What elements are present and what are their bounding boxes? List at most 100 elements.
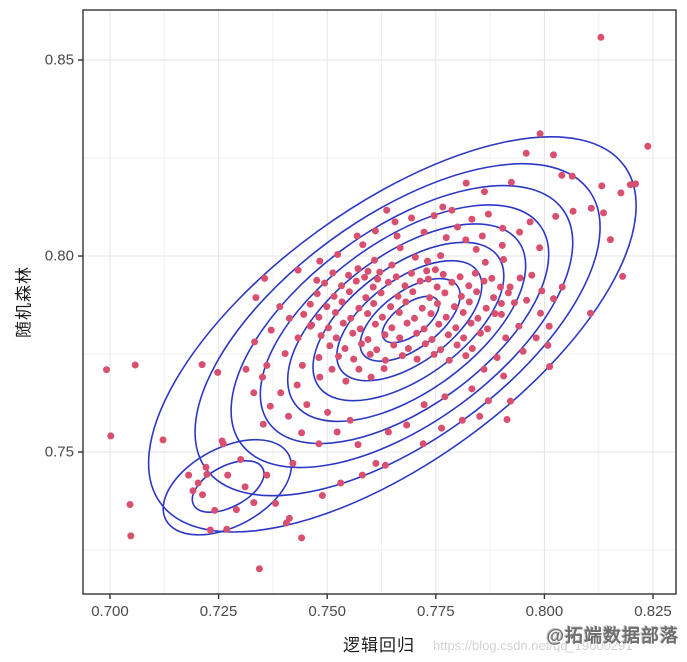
panel-border (82, 9, 677, 595)
data-point (480, 365, 488, 373)
data-point (465, 298, 473, 306)
data-point (242, 365, 250, 373)
data-point (359, 241, 367, 249)
data-point (526, 218, 534, 226)
data-point (321, 279, 329, 287)
data-point (550, 151, 557, 159)
data-point (369, 283, 377, 291)
data-point (416, 277, 424, 285)
data-point (364, 310, 372, 318)
data-point (127, 532, 135, 540)
data-point (185, 471, 193, 479)
data-point (468, 385, 476, 393)
data-point (504, 289, 512, 297)
data-point (378, 313, 386, 321)
data-point (600, 209, 607, 217)
data-point (516, 274, 524, 282)
data-point (237, 456, 245, 463)
data-point (131, 361, 139, 369)
data-point (277, 389, 285, 397)
data-point (442, 234, 450, 242)
data-point (328, 365, 336, 373)
data-point (424, 275, 432, 283)
data-point (438, 424, 445, 432)
data-point (409, 288, 417, 296)
data-point (519, 347, 527, 355)
data-point (419, 440, 427, 448)
data-point (403, 421, 411, 429)
data-point (537, 309, 544, 317)
x-tick-label: 0.750 (308, 603, 346, 620)
data-point (569, 207, 577, 215)
data-point (474, 314, 482, 322)
data-point (285, 314, 293, 322)
data-point (384, 428, 392, 436)
data-point (454, 223, 461, 231)
data-point (491, 310, 499, 318)
data-point (481, 258, 489, 266)
data-point (203, 470, 211, 478)
x-tick-label: 0.800 (525, 603, 564, 620)
data-point (411, 253, 419, 261)
data-point (323, 303, 331, 311)
data-point (398, 352, 406, 360)
data-point (252, 294, 260, 302)
data-point (316, 257, 324, 265)
data-point (587, 309, 594, 317)
x-tick-label: 0.775 (417, 603, 455, 620)
data-point (366, 350, 374, 358)
data-point (452, 324, 460, 332)
data-point (426, 294, 434, 302)
data-point (358, 471, 366, 479)
data-point (441, 289, 449, 297)
data-point (477, 329, 484, 337)
data-point (261, 274, 269, 282)
data-point (361, 273, 369, 281)
data-point (338, 282, 345, 290)
data-point (306, 300, 314, 308)
data-point (462, 236, 470, 244)
x-axis-title: 逻辑回归 (343, 636, 415, 655)
data-point (353, 232, 361, 240)
data-point (507, 397, 514, 405)
data-point (435, 320, 443, 328)
data-point (354, 441, 362, 449)
data-point (453, 341, 461, 349)
data-point (408, 269, 415, 277)
data-point (507, 178, 515, 186)
data-point (617, 189, 625, 197)
data-point (259, 373, 266, 381)
data-point (480, 277, 488, 285)
data-point (598, 182, 606, 190)
data-point (420, 401, 428, 409)
data-point (552, 212, 560, 220)
data-point (493, 354, 501, 361)
data-point (345, 288, 353, 296)
data-point (285, 412, 292, 420)
x-tick-label: 0.725 (199, 603, 238, 620)
data-point (281, 350, 289, 358)
data-point (462, 179, 470, 187)
data-point (476, 412, 484, 420)
data-point (427, 310, 435, 318)
data-point (211, 506, 219, 514)
data-point (437, 252, 445, 260)
y-tick-label: 0.85 (44, 51, 74, 69)
data-point (384, 278, 392, 286)
data-point (272, 499, 279, 507)
data-point (396, 334, 404, 342)
data-point (499, 224, 507, 232)
data-point (390, 341, 398, 349)
data-point (300, 310, 308, 318)
data-point (502, 334, 510, 342)
x-tick-label: 0.825 (634, 603, 672, 620)
data-point (374, 275, 382, 283)
data-point (339, 319, 347, 327)
data-point (544, 341, 552, 349)
contour-line (162, 438, 293, 536)
data-point (349, 329, 357, 337)
x-tick-label: 0.700 (91, 603, 129, 620)
data-point (329, 269, 337, 277)
